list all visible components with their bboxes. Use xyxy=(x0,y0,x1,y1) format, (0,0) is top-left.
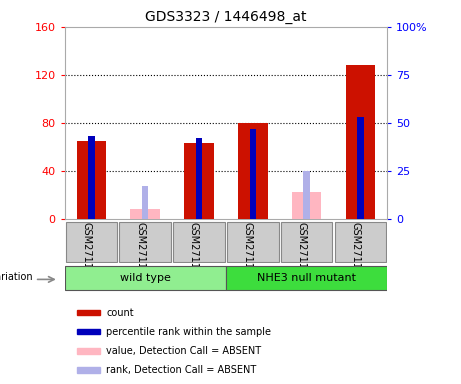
Bar xyxy=(238,123,267,219)
Bar xyxy=(77,329,100,334)
Text: GSM271150: GSM271150 xyxy=(243,222,253,282)
Bar xyxy=(77,348,100,354)
Text: GSM271148: GSM271148 xyxy=(135,222,145,281)
Text: GSM271149: GSM271149 xyxy=(189,222,199,281)
Text: GSM271151: GSM271151 xyxy=(296,222,307,282)
FancyBboxPatch shape xyxy=(226,266,387,290)
Bar xyxy=(184,143,214,219)
Bar xyxy=(196,138,202,219)
Text: value, Detection Call = ABSENT: value, Detection Call = ABSENT xyxy=(106,346,261,356)
Bar xyxy=(77,141,106,219)
Text: rank, Detection Call = ABSENT: rank, Detection Call = ABSENT xyxy=(106,365,257,375)
Bar xyxy=(88,136,95,219)
FancyBboxPatch shape xyxy=(119,222,171,262)
Bar xyxy=(249,129,256,219)
FancyBboxPatch shape xyxy=(65,266,226,290)
Bar xyxy=(346,65,375,219)
Bar xyxy=(130,209,160,219)
FancyBboxPatch shape xyxy=(281,222,332,262)
Text: wild type: wild type xyxy=(120,273,171,283)
Bar xyxy=(292,192,321,219)
Bar xyxy=(357,117,364,219)
FancyBboxPatch shape xyxy=(173,222,225,262)
Bar xyxy=(303,171,310,219)
Bar xyxy=(77,367,100,373)
Text: GSM271152: GSM271152 xyxy=(350,222,361,282)
Title: GDS3323 / 1446498_at: GDS3323 / 1446498_at xyxy=(145,10,307,25)
FancyBboxPatch shape xyxy=(335,222,386,262)
Bar xyxy=(77,310,100,315)
FancyBboxPatch shape xyxy=(65,222,117,262)
Text: count: count xyxy=(106,308,134,318)
Text: percentile rank within the sample: percentile rank within the sample xyxy=(106,327,272,337)
Text: GSM271147: GSM271147 xyxy=(82,222,91,282)
Text: genotype/variation: genotype/variation xyxy=(0,271,33,281)
FancyBboxPatch shape xyxy=(227,222,278,262)
Text: NHE3 null mutant: NHE3 null mutant xyxy=(257,273,356,283)
Bar xyxy=(142,186,148,219)
